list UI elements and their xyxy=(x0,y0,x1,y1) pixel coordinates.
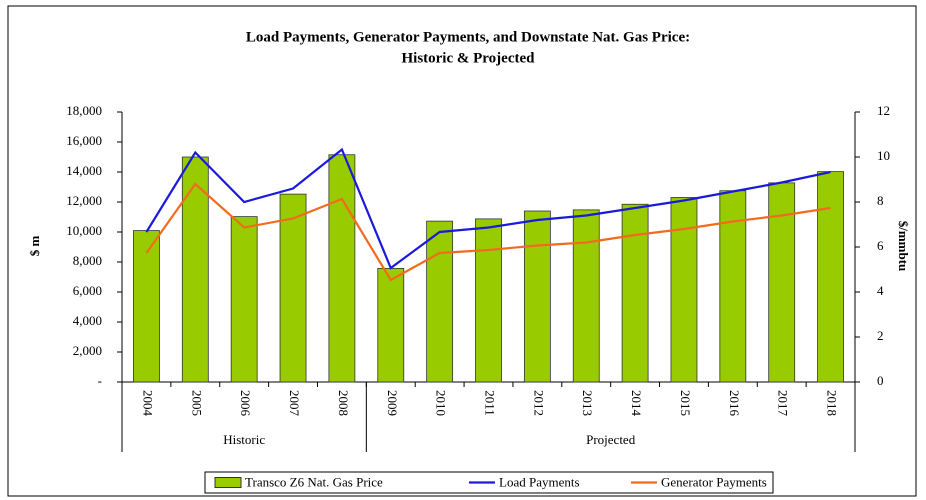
x-tick-label: 2016 xyxy=(727,390,742,417)
y2-tick-label: 0 xyxy=(877,373,884,388)
y2-tick-label: 12 xyxy=(877,103,890,118)
group-label: Historic xyxy=(223,432,265,447)
legend-swatch xyxy=(214,477,242,488)
bar xyxy=(328,154,356,383)
x-tick-label: 2011 xyxy=(483,390,498,416)
y-tick-label: 6,000 xyxy=(73,283,102,298)
chart-title: Load Payments, Generator Payments, and D… xyxy=(246,29,690,45)
y-tick-label: 12,000 xyxy=(66,193,102,208)
y-tick-label: 14,000 xyxy=(66,163,102,178)
chart-subtitle: Historic & Projected xyxy=(401,50,535,66)
bar xyxy=(670,197,698,383)
bar xyxy=(279,193,307,383)
y-tick-label: 8,000 xyxy=(73,253,102,268)
x-tick-label: 2013 xyxy=(580,390,595,416)
y2-tick-label: 8 xyxy=(877,193,884,208)
y-tick-label: 4,000 xyxy=(73,313,102,328)
line xyxy=(145,182,831,282)
x-tick-label: 2015 xyxy=(678,390,693,416)
legend-label: Load Payments xyxy=(499,474,580,489)
legend-label: Transco Z6 Nat. Gas Price xyxy=(245,474,383,489)
bar xyxy=(475,218,502,383)
x-tick-label: 2018 xyxy=(825,390,840,416)
y-axis-title: $ m xyxy=(27,236,42,257)
y-tick-label: 16,000 xyxy=(66,133,102,148)
bar xyxy=(377,267,405,383)
y2-tick-label: 4 xyxy=(877,283,884,298)
line xyxy=(145,147,831,270)
x-tick-label: 2012 xyxy=(531,390,546,416)
legend-label: Generator Payments xyxy=(661,474,767,489)
x-tick-label: 2007 xyxy=(287,390,302,417)
x-tick-label: 2006 xyxy=(238,390,253,417)
y2-axis-title: $/mmbtu xyxy=(896,221,911,272)
x-tick-label: 2017 xyxy=(776,390,791,417)
y-tick-label: 2,000 xyxy=(73,343,102,358)
bar xyxy=(230,216,258,383)
bar xyxy=(817,171,844,383)
bar xyxy=(181,156,209,383)
bar xyxy=(621,203,649,383)
y2-tick-label: 6 xyxy=(877,238,884,253)
y2-tick-label: 10 xyxy=(877,148,890,163)
bar xyxy=(572,209,600,383)
group-label: Projected xyxy=(586,432,636,447)
bar xyxy=(426,220,454,383)
x-tick-label: 2010 xyxy=(434,390,449,416)
x-tick-label: 2004 xyxy=(140,390,155,417)
y-tick-label: - xyxy=(98,373,102,388)
x-tick-label: 2014 xyxy=(629,390,644,417)
y-tick-label: 18,000 xyxy=(66,103,102,118)
bar xyxy=(768,182,796,383)
x-tick-label: 2005 xyxy=(189,390,204,416)
y2-tick-label: 2 xyxy=(877,328,884,343)
bar xyxy=(133,230,160,383)
x-tick-label: 2008 xyxy=(336,390,351,416)
y-tick-label: 10,000 xyxy=(66,223,102,238)
x-tick-label: 2009 xyxy=(385,390,400,416)
bar xyxy=(523,210,551,383)
